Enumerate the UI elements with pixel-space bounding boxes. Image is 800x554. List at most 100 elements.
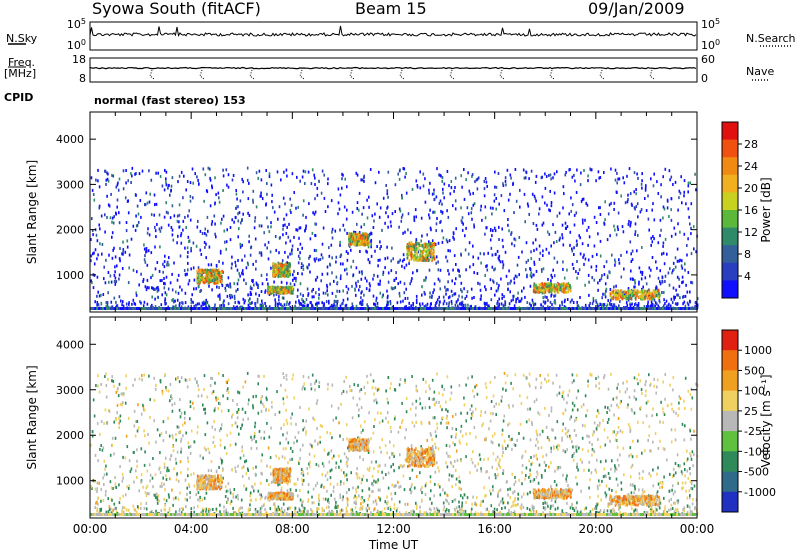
heatmap-cell	[176, 278, 179, 282]
heatmap-ground-cell	[556, 307, 558, 310]
heatmap-ground-cell	[512, 307, 514, 310]
heatmap-cell	[623, 290, 625, 294]
heatmap-ground-cell	[490, 307, 492, 310]
heatmap-cell	[301, 272, 303, 276]
heatmap-cell	[586, 409, 589, 413]
heatmap-cell	[239, 242, 242, 246]
heatmap-cell	[170, 188, 172, 192]
heatmap-cell	[630, 220, 632, 224]
heatmap-cell	[502, 182, 504, 186]
heatmap-cell	[172, 238, 175, 242]
heatmap-cell	[219, 273, 221, 277]
heatmap-cell	[403, 291, 406, 295]
heatmap-cell	[185, 188, 187, 192]
heatmap-cell	[552, 288, 555, 292]
heatmap-cell	[362, 206, 365, 210]
heatmap-cell	[463, 197, 466, 201]
heatmap-cell	[508, 229, 510, 233]
heatmap-cell	[97, 253, 99, 257]
heatmap-cell	[172, 300, 175, 304]
heatmap-cell	[283, 509, 286, 513]
heatmap-cell	[483, 179, 486, 183]
heatmap-cell	[408, 243, 410, 247]
heatmap-cell	[522, 506, 525, 510]
heatmap-cell	[122, 494, 124, 498]
heatmap-cell	[432, 291, 434, 294]
heatmap-cell	[229, 282, 231, 286]
heatmap-cell	[182, 219, 185, 223]
heatmap-cell	[320, 279, 322, 283]
heatmap-ground-cell	[250, 307, 252, 310]
heatmap-cell	[110, 280, 113, 284]
heatmap-cell	[96, 507, 99, 510]
heatmap-cell	[564, 221, 567, 225]
heatmap-cell	[385, 211, 387, 215]
heatmap-cell	[575, 239, 578, 243]
heatmap-cell	[630, 453, 632, 457]
heatmap-ground-cell	[506, 307, 508, 310]
heatmap-cell	[205, 298, 207, 302]
heatmap-cell	[113, 273, 116, 277]
heatmap-cell	[616, 290, 618, 294]
heatmap-cell	[276, 390, 278, 394]
heatmap-cell	[687, 303, 690, 307]
heatmap-cell	[663, 207, 666, 211]
heatmap-cell	[683, 179, 686, 183]
heatmap-cell	[298, 236, 300, 240]
heatmap-cell	[335, 255, 338, 259]
heatmap-cell	[436, 508, 439, 512]
heatmap-cell	[151, 286, 153, 290]
heatmap-cell	[645, 305, 648, 309]
heatmap-cell	[143, 258, 146, 262]
heatmap-cell	[549, 506, 552, 510]
heatmap-cell	[211, 288, 213, 292]
heatmap-cell	[481, 424, 483, 428]
heatmap-cell	[94, 300, 96, 304]
heatmap-cell	[200, 275, 202, 279]
heatmap-cell	[233, 220, 235, 224]
heatmap-cell	[535, 510, 538, 514]
heatmap-cell	[422, 255, 424, 259]
heatmap-cell	[584, 303, 587, 307]
heatmap-cell	[419, 170, 421, 174]
nsky-label: N.Sky	[6, 32, 38, 45]
heatmap-ground-cell	[474, 307, 476, 310]
heatmap-cell	[593, 244, 596, 248]
heatmap-cell	[493, 268, 495, 272]
heatmap-cell	[97, 384, 99, 388]
heatmap-cell	[477, 256, 480, 260]
heatmap-ground-cell	[574, 307, 576, 310]
heatmap-cell	[595, 264, 598, 268]
heatmap-cell	[417, 258, 419, 262]
heatmap-cell	[211, 184, 213, 188]
heatmap-cell	[159, 175, 162, 178]
heatmap-cell	[458, 269, 460, 273]
heatmap-cell	[156, 495, 159, 499]
heatmap-cell	[469, 192, 472, 196]
heatmap-cell	[584, 283, 586, 287]
heatmap-cell	[580, 199, 583, 203]
heatmap-cell	[626, 303, 629, 307]
heatmap-cell	[653, 298, 656, 302]
heatmap-cell	[509, 173, 512, 177]
heatmap-cell	[151, 303, 153, 307]
heatmap-cell	[442, 501, 445, 505]
heatmap-cell	[158, 269, 161, 273]
heatmap-cell	[689, 299, 691, 303]
heatmap-ground-cell	[530, 307, 532, 310]
heatmap-cell	[302, 294, 304, 298]
heatmap-cell	[354, 242, 357, 246]
heatmap-ground-cell	[122, 307, 124, 310]
heatmap-cell	[588, 304, 590, 308]
heatmap-cell	[281, 262, 283, 266]
heatmap-cell	[671, 271, 673, 275]
heatmap-cell	[407, 212, 410, 216]
heatmap-ground-cell	[454, 307, 456, 310]
heatmap-cell	[385, 184, 387, 187]
heatmap-cell	[542, 305, 544, 309]
heatmap-cell	[610, 372, 612, 376]
heatmap-cell	[248, 234, 250, 238]
heatmap-cell	[281, 296, 284, 300]
heatmap-cell	[398, 294, 401, 298]
